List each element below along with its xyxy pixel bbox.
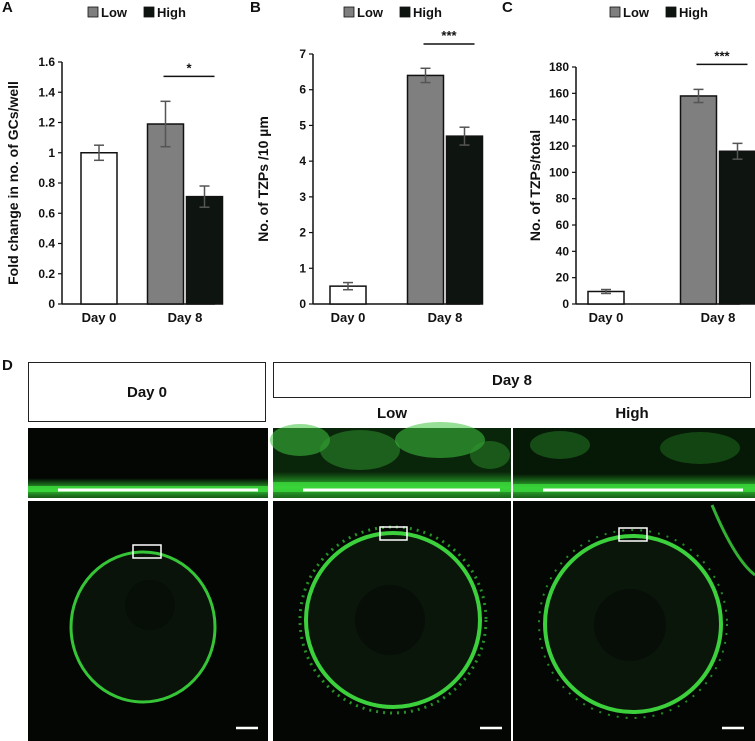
y-tick-label-c: 140 [549, 113, 569, 127]
zoom-panel-day0 [28, 428, 268, 498]
zoom-panel-high [513, 428, 755, 498]
legend-swatch-high-a [143, 6, 155, 18]
legend-label-high-b: High [413, 5, 442, 20]
x-tick-label-a: Day 0 [82, 310, 117, 325]
y-tick-label-b: 1 [299, 261, 306, 275]
legend-swatch-low-c [609, 6, 621, 18]
legend-label-low-a: Low [101, 5, 128, 20]
oocyte-image-high [513, 501, 755, 741]
y-tick-label-a: 1.4 [38, 85, 55, 99]
y-tick-label-c: 120 [549, 139, 569, 153]
y-axis-label-c: No. of TZPs/total [527, 130, 543, 241]
y-tick-label-c: 180 [549, 60, 569, 74]
y-tick-label-c: 80 [556, 192, 570, 206]
y-tick-label-b: 3 [299, 190, 306, 204]
y-tick-label-a: 0 [48, 297, 55, 311]
legend-label-low-c: Low [623, 5, 650, 20]
y-tick-label-b: 7 [299, 47, 306, 61]
legend-label-high-a: High [157, 5, 186, 20]
legend-label-high-c: High [679, 5, 708, 20]
panel-label-b: B [250, 0, 261, 16]
y-tick-label-c: 20 [556, 271, 570, 285]
significance-marker-b: *** [441, 28, 457, 43]
y-tick-label-c: 40 [556, 244, 570, 258]
bar-low-b [406, 74, 445, 305]
oocyte-image-day0 [28, 501, 268, 741]
y-tick-label-b: 6 [299, 83, 306, 97]
legend-label-low-b: Low [357, 5, 384, 20]
bar-charts: Low High 0 0.2 0.4 0.6 0.8 1 1.2 1.4 1.6 Fold chang… [5, 5, 755, 325]
y-tick-label-a: 0.6 [38, 206, 55, 220]
y-tick-label-a: 1.6 [38, 55, 55, 69]
legend-swatch-high-c [665, 6, 677, 18]
legend-swatch-low-b [343, 6, 355, 18]
y-tick-label-c: 60 [556, 218, 570, 232]
bar-high-b [445, 135, 484, 305]
panel-label-d: D [2, 357, 13, 374]
y-tick-label-c: 100 [549, 165, 569, 179]
y-tick-label-b: 2 [299, 226, 306, 240]
panel-label-a: A [2, 0, 13, 16]
y-tick-label-a: 0.2 [38, 267, 55, 281]
y-tick-label-b: 4 [299, 154, 306, 168]
bar-day0-a [80, 152, 118, 305]
y-axis-label-a: Fold change in no. of GCs/well [5, 81, 21, 285]
y-tick-label-b: 0 [299, 297, 306, 311]
x-tick-label-a: Day 8 [168, 310, 203, 325]
y-tick-label-c: 0 [562, 297, 569, 311]
y-tick-label-a: 1.2 [38, 116, 55, 130]
legend-swatch-high-b [399, 6, 411, 18]
y-axis-label-b: No. of TZPs /10 µm [255, 116, 271, 242]
x-tick-label-b: Day 8 [428, 310, 463, 325]
high-sublabel: High [615, 405, 649, 422]
day8-header: Day 8 [273, 362, 751, 398]
low-sublabel: Low [377, 405, 407, 422]
bar-high-a [185, 195, 224, 305]
significance-marker-c: *** [714, 48, 730, 63]
x-tick-label-c: Day 8 [701, 310, 736, 325]
zoom-panel-low [273, 428, 511, 498]
bar-low-a [146, 123, 185, 305]
legend-swatch-low-a [87, 6, 99, 18]
y-tick-label-a: 1 [48, 146, 55, 160]
significance-marker-a: * [186, 60, 192, 75]
bar-low-c [679, 95, 718, 305]
x-tick-label-c: Day 0 [589, 310, 624, 325]
bar-high-c [718, 150, 755, 305]
x-tick-label-b: Day 0 [331, 310, 366, 325]
oocyte-image-low [273, 501, 511, 741]
y-tick-label-c: 160 [549, 86, 569, 100]
y-tick-label-b: 5 [299, 118, 306, 132]
y-tick-label-a: 0.4 [38, 237, 55, 251]
panel-label-c: C [502, 0, 513, 16]
day0-header: Day 0 [28, 362, 266, 422]
y-tick-label-a: 0.8 [38, 176, 55, 190]
